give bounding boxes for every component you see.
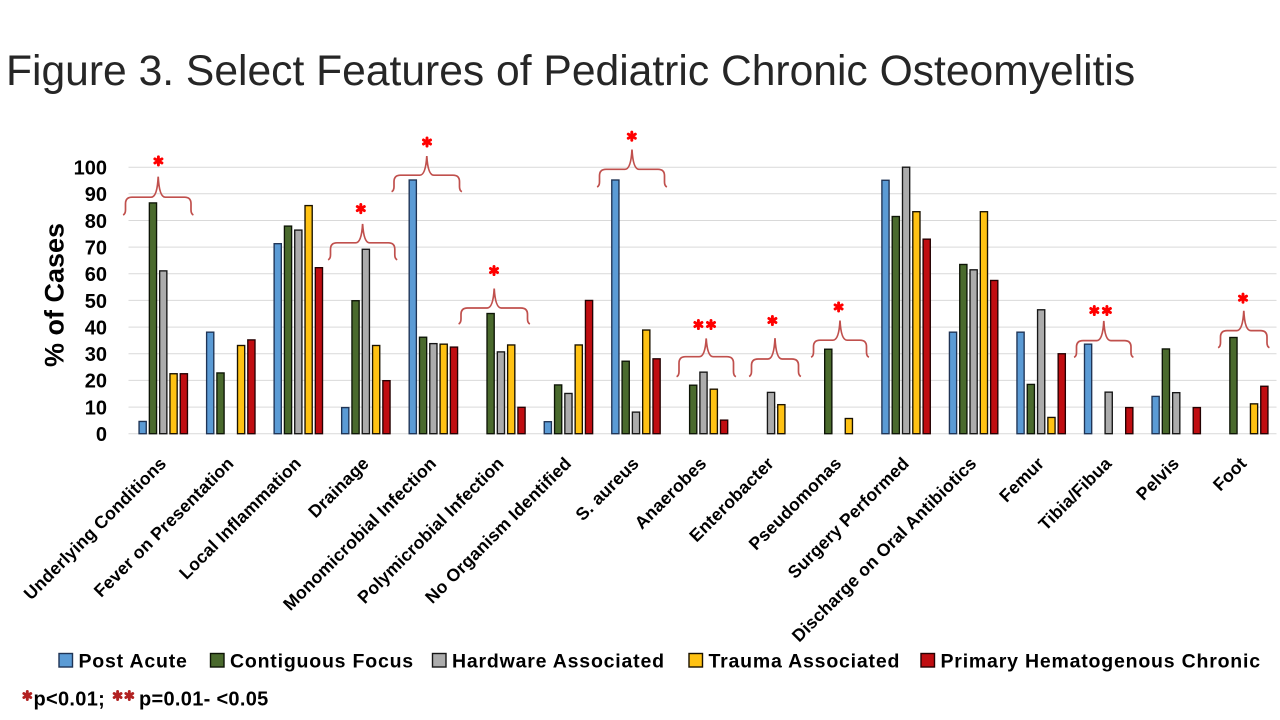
svg-text:% of Cases: % of Cases bbox=[40, 223, 70, 367]
svg-text:40: 40 bbox=[85, 317, 107, 339]
svg-text:50: 50 bbox=[85, 291, 107, 313]
svg-text:Hardware Associated: Hardware Associated bbox=[452, 651, 665, 673]
svg-text:80: 80 bbox=[85, 211, 107, 233]
svg-text:60: 60 bbox=[85, 264, 107, 286]
svg-text:Figure 3. Select Features of P: Figure 3. Select Features of Pediatric C… bbox=[6, 47, 1135, 95]
svg-text:p=0.01- <0.05: p=0.01- <0.05 bbox=[139, 689, 269, 711]
svg-text:Post Acute: Post Acute bbox=[79, 651, 188, 673]
svg-text:90: 90 bbox=[85, 184, 107, 206]
svg-text:Trauma Associated: Trauma Associated bbox=[709, 651, 901, 673]
svg-text:10: 10 bbox=[85, 397, 107, 419]
svg-text:Contiguous Focus: Contiguous Focus bbox=[230, 651, 414, 673]
svg-text:70: 70 bbox=[85, 237, 107, 259]
svg-text:30: 30 bbox=[85, 344, 107, 366]
svg-text:Primary Hematogenous Chronic: Primary Hematogenous Chronic bbox=[941, 651, 1261, 673]
svg-text:p<0.01;: p<0.01; bbox=[34, 689, 106, 711]
svg-text:20: 20 bbox=[85, 371, 107, 393]
svg-text:100: 100 bbox=[74, 158, 107, 180]
svg-text:0: 0 bbox=[96, 424, 107, 446]
